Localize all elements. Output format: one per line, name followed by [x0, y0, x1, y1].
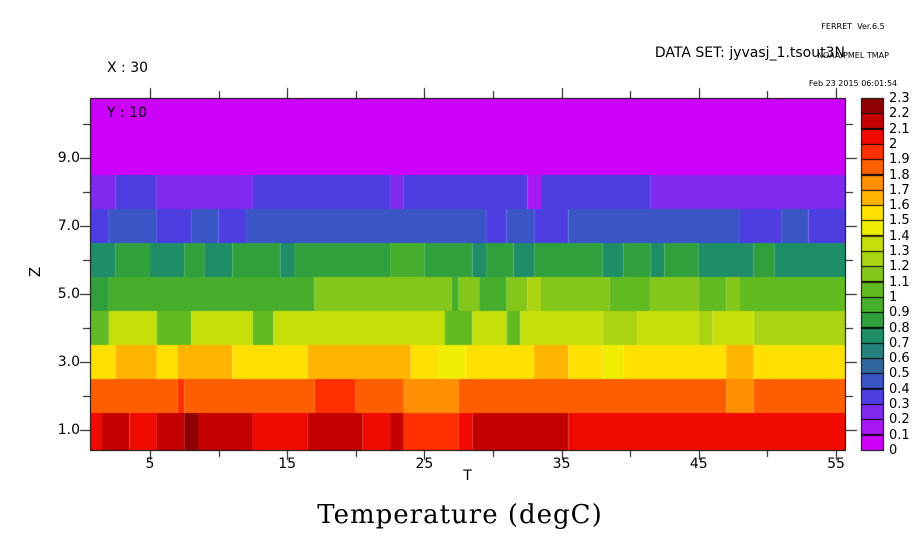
- colorbar-tick-label: 0: [889, 443, 898, 458]
- dataset-label: DATA SET: jyvasj_1.tsout3N: [654, 45, 845, 61]
- z-axis-title: Z: [26, 266, 45, 278]
- colorbar-tick-label: 1: [889, 289, 898, 305]
- colorbar-tick-label: 1.3: [889, 244, 910, 260]
- colorbar-tick-label: 0.2: [889, 412, 910, 428]
- colorbar-tick-label: 1.9: [889, 152, 910, 168]
- z-tick-label: 3.0: [57, 354, 80, 370]
- ferret-header: FERRET Ver.6.5 NOAA/PMEL TMAP Feb 23 201…: [788, 3, 918, 108]
- x-tick-label: 5: [145, 456, 155, 472]
- x-tick-label: 45: [689, 456, 708, 472]
- probe-x-coordinate: X : 30: [107, 60, 149, 76]
- x-axis-title: T: [463, 468, 472, 484]
- colorbar-tick-label: 0.7: [889, 335, 910, 351]
- colorbar-tick-label: 0.5: [889, 366, 910, 382]
- colorbar-tick-label: 1.2: [889, 259, 910, 275]
- probe-coordinates: X : 30 Y : 10: [107, 31, 148, 151]
- colorbar-tick-label: 2.2: [889, 106, 910, 122]
- ferret-version: FERRET Ver.6.5: [821, 22, 885, 31]
- x-tick-label: 35: [552, 456, 571, 472]
- x-tick-label: 55: [827, 456, 845, 472]
- colorbar-tick-label: 1.5: [889, 213, 910, 229]
- colorbar-tick-label: 1.4: [889, 228, 910, 244]
- colorbar-tick-label: 0.6: [889, 351, 910, 367]
- z-tick-label: 5.0: [57, 286, 80, 302]
- colorbar-tick-label: 0.9: [889, 305, 910, 321]
- x-tick-label: 15: [278, 456, 297, 472]
- ferret-organization: NOAA/PMEL TMAP: [817, 50, 889, 60]
- plot-title: Temperature (degC): [317, 500, 603, 530]
- x-tick-label: 25: [415, 456, 434, 472]
- colorbar-tick-label: 1.6: [889, 198, 910, 214]
- z-tick-label: 1.0: [57, 422, 80, 438]
- colorbar-tick-label: 1.1: [889, 274, 910, 290]
- z-tick-label: 7.0: [57, 218, 80, 234]
- ferret-timestamp: Feb 23 2015 06:01:54: [808, 79, 898, 88]
- probe-y-coordinate: Y : 10: [107, 105, 147, 121]
- colorbar-tick-label: 2.1: [889, 121, 910, 137]
- colorbar-tick-label: 2: [889, 136, 898, 152]
- colorbar-tick-label: 1.7: [889, 182, 910, 198]
- colorbar-tick-label: 0.4: [889, 381, 910, 397]
- colorbar-tick-label: 2.3: [889, 91, 910, 106]
- colorbar-tick-label: 0.1: [889, 427, 910, 443]
- colorbar-tick-label: 0.8: [889, 320, 910, 336]
- colorbar-tick-label: 1.8: [889, 167, 910, 183]
- z-tick-label: 9.0: [57, 150, 80, 166]
- colorbar-tick-label: 0.3: [889, 397, 910, 413]
